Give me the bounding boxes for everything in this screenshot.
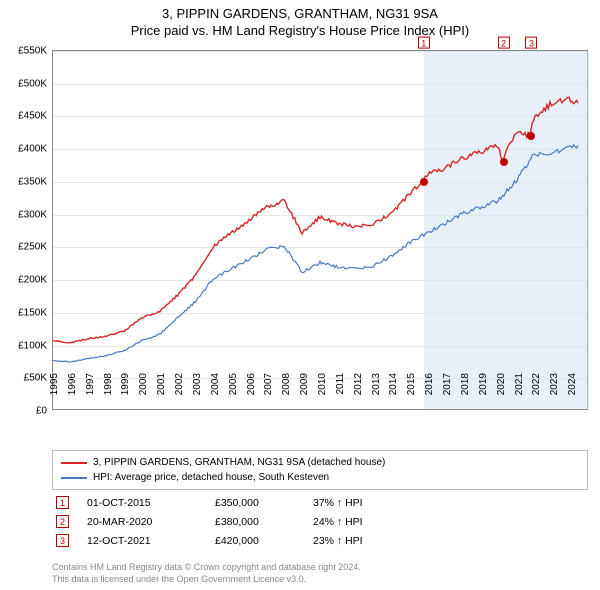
sale-pct: 24% ↑ HPI [313,516,423,528]
x-tick-label: 2006 [246,373,257,413]
sale-marker-label: 2 [498,37,510,49]
y-tick-label: £550K [18,46,47,57]
x-tick-label: 2020 [496,373,507,413]
x-tick-label: 1998 [103,373,114,413]
legend: 3, PIPPIN GARDENS, GRANTHAM, NG31 9SA (d… [52,450,588,490]
x-tick-label: 2013 [371,373,382,413]
sale-price: £350,000 [215,497,295,509]
footer-line: Contains HM Land Registry data © Crown c… [52,562,361,574]
x-tick-label: 2007 [263,373,274,413]
y-tick-label: £450K [18,111,47,122]
table-row: 2 20-MAR-2020 £380,000 24% ↑ HPI [52,512,588,531]
y-tick-label: £200K [18,275,47,286]
title-subtitle: Price paid vs. HM Land Registry's House … [0,23,600,40]
title-address: 3, PIPPIN GARDENS, GRANTHAM, NG31 9SA [0,6,600,23]
footer: Contains HM Land Registry data © Crown c… [52,562,361,585]
y-tick-label: £50K [24,373,47,384]
x-tick-label: 2008 [281,373,292,413]
chart-lines-svg [53,51,587,409]
x-tick-label: 2000 [138,373,149,413]
x-tick-label: 2019 [478,373,489,413]
legend-label: 3, PIPPIN GARDENS, GRANTHAM, NG31 9SA (d… [93,455,385,470]
y-tick-label: £100K [18,340,47,351]
legend-swatch [61,462,87,464]
x-tick-label: 2017 [442,373,453,413]
x-tick-label: 2021 [514,373,525,413]
sale-date: 20-MAR-2020 [87,516,197,528]
x-tick-label: 2004 [210,373,221,413]
sale-date: 01-OCT-2015 [87,497,197,509]
table-row: 3 12-OCT-2021 £420,000 23% ↑ HPI [52,531,588,550]
x-tick-label: 1996 [67,373,78,413]
x-tick-label: 2016 [424,373,435,413]
y-tick-label: £250K [18,242,47,253]
sale-marker-box: 1 [56,496,69,509]
x-tick-label: 2018 [460,373,471,413]
y-tick-label: £500K [18,78,47,89]
footer-line: This data is licensed under the Open Gov… [52,574,361,586]
x-tick-label: 1995 [49,373,60,413]
y-tick-label: £350K [18,176,47,187]
legend-item: HPI: Average price, detached house, Sout… [61,470,579,485]
x-tick-label: 2015 [406,373,417,413]
x-tick-label: 2023 [549,373,560,413]
sale-date: 12-OCT-2021 [87,535,197,547]
y-tick-label: £150K [18,307,47,318]
sale-price: £420,000 [215,535,295,547]
x-tick-label: 2022 [531,373,542,413]
legend-label: HPI: Average price, detached house, Sout… [93,470,329,485]
x-tick-label: 2003 [192,373,203,413]
x-tick-label: 2010 [317,373,328,413]
x-tick-label: 2011 [335,373,346,413]
plot-area: £0£50K£100K£150K£200K£250K£300K£350K£400… [52,50,588,410]
x-tick-label: 2014 [388,373,399,413]
series-line-property [53,97,578,343]
y-tick-label: £0 [36,406,47,417]
legend-swatch [61,477,87,479]
sale-marker-label: 1 [418,37,430,49]
table-row: 1 01-OCT-2015 £350,000 37% ↑ HPI [52,493,588,512]
sale-marker-box: 2 [56,515,69,528]
sale-marker-dot [420,178,428,186]
x-tick-label: 2009 [299,373,310,413]
sale-marker-dot [500,158,508,166]
sale-marker-dot [527,132,535,140]
chart-title-block: 3, PIPPIN GARDENS, GRANTHAM, NG31 9SA Pr… [0,0,600,40]
y-tick-label: £400K [18,144,47,155]
x-tick-label: 2024 [567,373,578,413]
x-tick-label: 1997 [85,373,96,413]
x-tick-label: 2002 [174,373,185,413]
sale-marker-box: 3 [56,534,69,547]
y-tick-label: £300K [18,209,47,220]
series-line-hpi [53,145,578,362]
sale-pct: 37% ↑ HPI [313,497,423,509]
sale-marker-label: 3 [525,37,537,49]
x-tick-label: 2001 [156,373,167,413]
x-tick-label: 2005 [228,373,239,413]
chart-container: 3, PIPPIN GARDENS, GRANTHAM, NG31 9SA Pr… [0,0,600,590]
sales-table: 1 01-OCT-2015 £350,000 37% ↑ HPI 2 20-MA… [52,493,588,550]
sale-pct: 23% ↑ HPI [313,535,423,547]
x-tick-label: 1999 [120,373,131,413]
legend-item: 3, PIPPIN GARDENS, GRANTHAM, NG31 9SA (d… [61,455,579,470]
sale-price: £380,000 [215,516,295,528]
x-tick-label: 2012 [353,373,364,413]
